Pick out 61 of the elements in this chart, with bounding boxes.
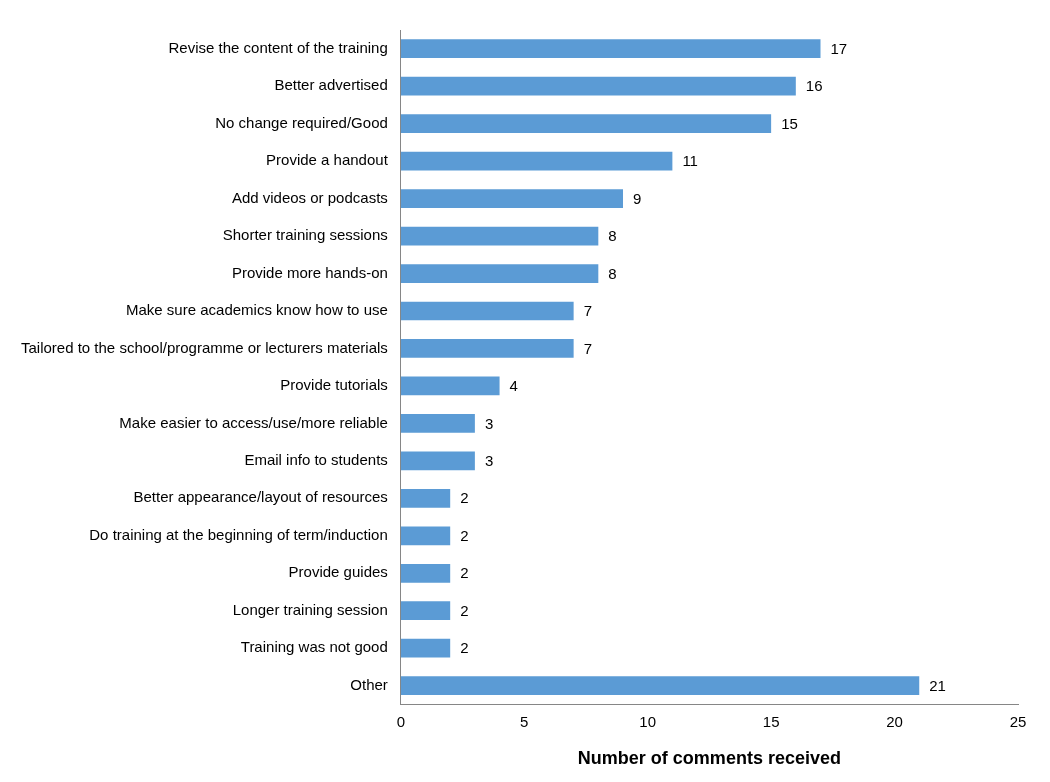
data-label: 2 <box>460 564 469 582</box>
data-label: 2 <box>460 526 469 544</box>
bar <box>400 451 475 471</box>
y-tick-label: Do training at the beginning of term/induction <box>89 525 388 543</box>
data-label: 17 <box>830 39 848 57</box>
bar <box>400 76 796 96</box>
y-tick-label: Revise the content of the training <box>168 38 388 56</box>
x-tick-label: 0 <box>396 712 405 730</box>
bar <box>400 563 451 583</box>
bar <box>400 114 772 134</box>
y-tick-label: Make easier to access/use/more reliable <box>119 413 388 431</box>
x-axis-title: Number of comments received <box>577 748 841 769</box>
bar <box>400 376 500 396</box>
bar <box>400 264 599 283</box>
data-label: 2 <box>460 639 469 657</box>
y-tick-label: Tailored to the school/programme or lecturers materials <box>20 338 388 356</box>
x-tick-label: 10 <box>639 712 657 730</box>
y-tick-label: Provide more hands-on <box>231 263 388 281</box>
data-label: 3 <box>484 452 494 470</box>
data-label: 2 <box>460 489 469 507</box>
y-tick-label: Email info to students <box>244 451 388 469</box>
bar <box>400 151 673 171</box>
y-tick-label: Training was not good <box>240 638 388 656</box>
bar <box>400 676 920 696</box>
y-tick-label: Better advertised <box>274 76 388 94</box>
data-label: 9 <box>633 189 642 207</box>
data-label: 2 <box>460 601 469 619</box>
bar <box>400 638 451 658</box>
data-label: 8 <box>608 264 617 282</box>
data-label: 7 <box>583 339 592 357</box>
bar <box>400 601 451 621</box>
data-label: 7 <box>583 302 592 320</box>
y-tick-label: Other <box>350 675 388 693</box>
x-tick-label: 20 <box>886 712 903 730</box>
y-tick-label: Longer training session <box>232 600 388 618</box>
data-label: 4 <box>509 377 518 395</box>
bar <box>400 189 623 208</box>
bar <box>400 39 821 59</box>
bar <box>400 301 574 321</box>
bar <box>400 226 599 246</box>
data-label: 15 <box>781 114 798 132</box>
y-tick-label: Shorter training sessions <box>222 226 388 244</box>
bar <box>400 526 451 546</box>
x-tick-label: 15 <box>762 712 780 730</box>
bar <box>400 414 475 433</box>
bar <box>400 339 574 358</box>
y-tick-label: Make sure academics know how to use <box>126 301 388 319</box>
x-tick-label: 25 <box>1009 712 1027 730</box>
data-label: 16 <box>805 77 823 95</box>
y-tick-label: No change required/Good <box>215 113 388 131</box>
y-tick-label: Provide tutorials <box>280 376 388 394</box>
data-label: 21 <box>929 676 946 694</box>
data-label: 3 <box>484 414 494 432</box>
data-label: 8 <box>608 227 617 245</box>
y-tick-label: Provide guides <box>288 563 388 581</box>
data-label: 11 <box>682 152 698 170</box>
x-tick-label: 5 <box>520 712 529 730</box>
bar <box>400 488 451 508</box>
y-tick-label: Provide a handout <box>266 151 389 169</box>
y-tick-label: Better appearance/layout of resources <box>133 488 388 506</box>
y-tick-label: Add videos or podcasts <box>231 188 388 206</box>
